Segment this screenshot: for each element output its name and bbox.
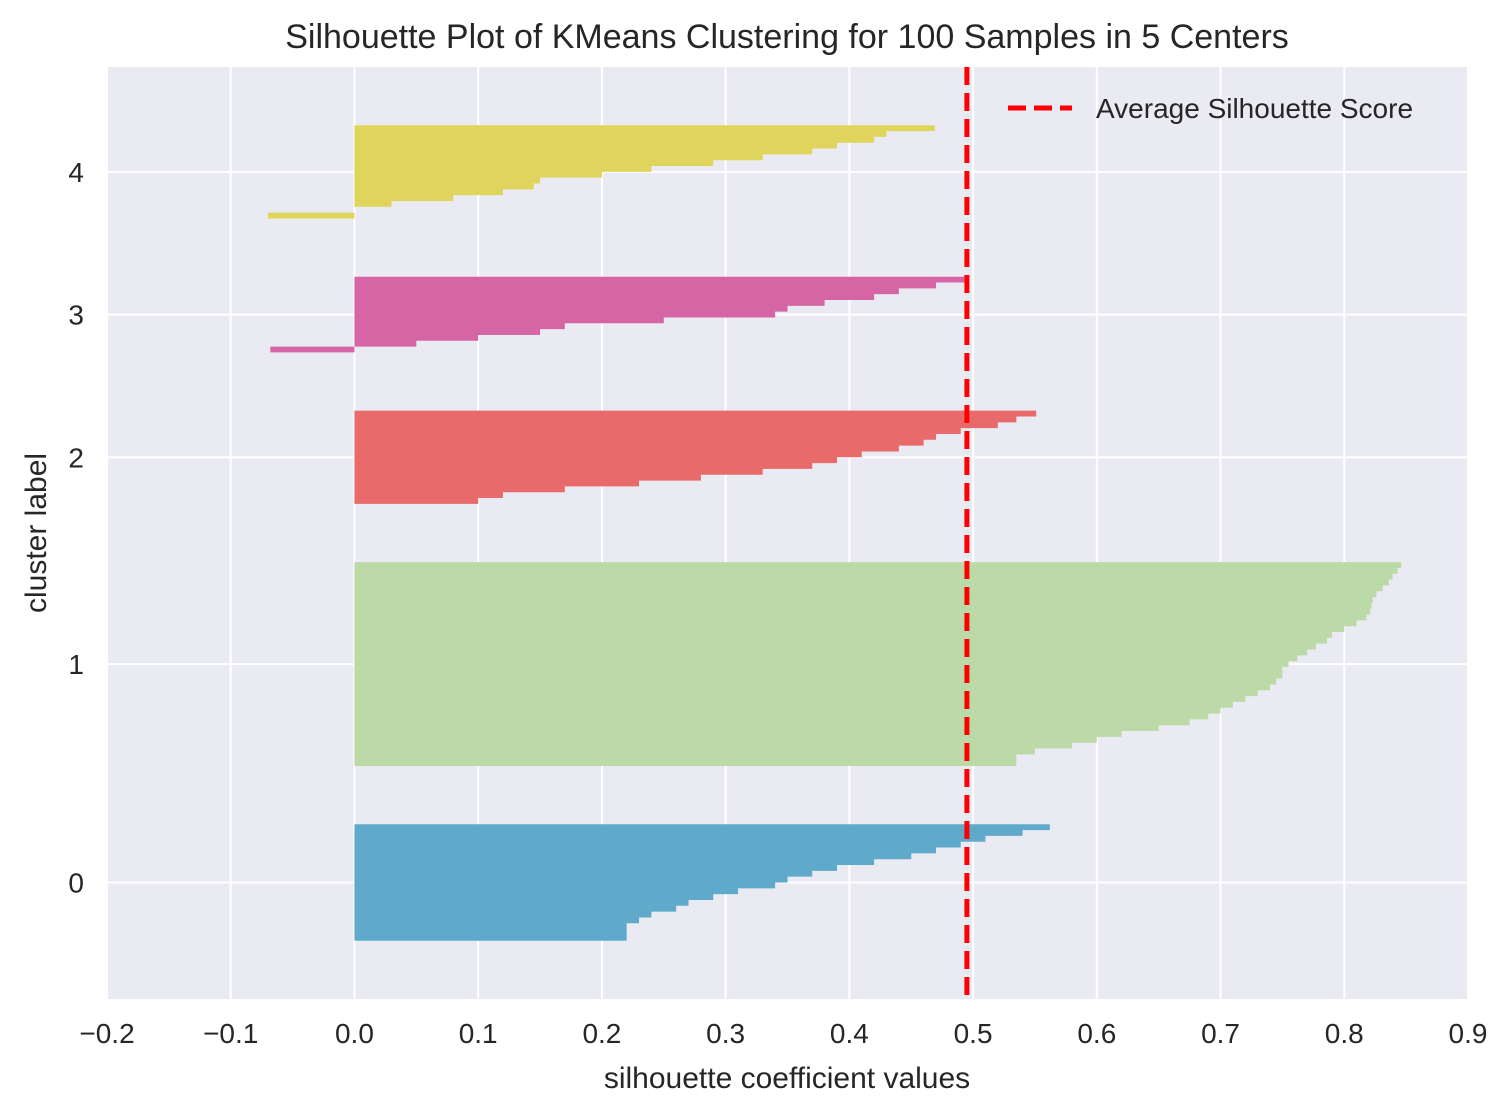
y-tick-label: 4 bbox=[68, 157, 84, 188]
x-tick-label: 0.8 bbox=[1325, 1018, 1364, 1049]
y-tick-label: 1 bbox=[68, 649, 84, 680]
chart-title: Silhouette Plot of KMeans Clustering for… bbox=[285, 18, 1289, 56]
x-tick-label: 0.2 bbox=[582, 1018, 621, 1049]
silhouette-area-cluster-4 bbox=[267, 125, 935, 219]
legend-label: Average Silhouette Score bbox=[1096, 93, 1413, 124]
x-tick-label: 0.7 bbox=[1201, 1018, 1240, 1049]
legend: Average Silhouette Score bbox=[1008, 93, 1413, 124]
x-tick-label: 0.9 bbox=[1449, 1018, 1488, 1049]
silhouette-areas bbox=[267, 125, 1402, 941]
y-tick-label: 2 bbox=[68, 442, 84, 473]
x-tick-label: 0.6 bbox=[1077, 1018, 1116, 1049]
x-tick-label: −0.1 bbox=[203, 1018, 258, 1049]
x-tick-label: 0.3 bbox=[706, 1018, 745, 1049]
y-tick-label: 3 bbox=[68, 300, 84, 331]
silhouette-area-cluster-2 bbox=[354, 410, 1037, 504]
y-axis-label: cluster label bbox=[20, 453, 53, 613]
x-tick-label: 0.4 bbox=[830, 1018, 869, 1049]
x-axis-label: silhouette coefficient values bbox=[604, 1062, 970, 1095]
y-tick-label: 0 bbox=[68, 868, 84, 899]
x-tick-label: −0.2 bbox=[79, 1018, 134, 1049]
tick-labels: −0.2 −0.1 0.0 0.1 0.2 0.3 0.4 0.5 0.6 0.7 0.8 0.9 0 1… bbox=[68, 157, 1487, 1049]
x-tick-label: 0.1 bbox=[459, 1018, 498, 1049]
silhouette-area-cluster-1 bbox=[354, 562, 1402, 766]
silhouette-area-cluster-0 bbox=[354, 824, 1050, 941]
silhouette-area-cluster-3 bbox=[270, 276, 965, 353]
x-tick-label: 0.0 bbox=[335, 1018, 374, 1049]
x-tick-label: 0.5 bbox=[954, 1018, 993, 1049]
